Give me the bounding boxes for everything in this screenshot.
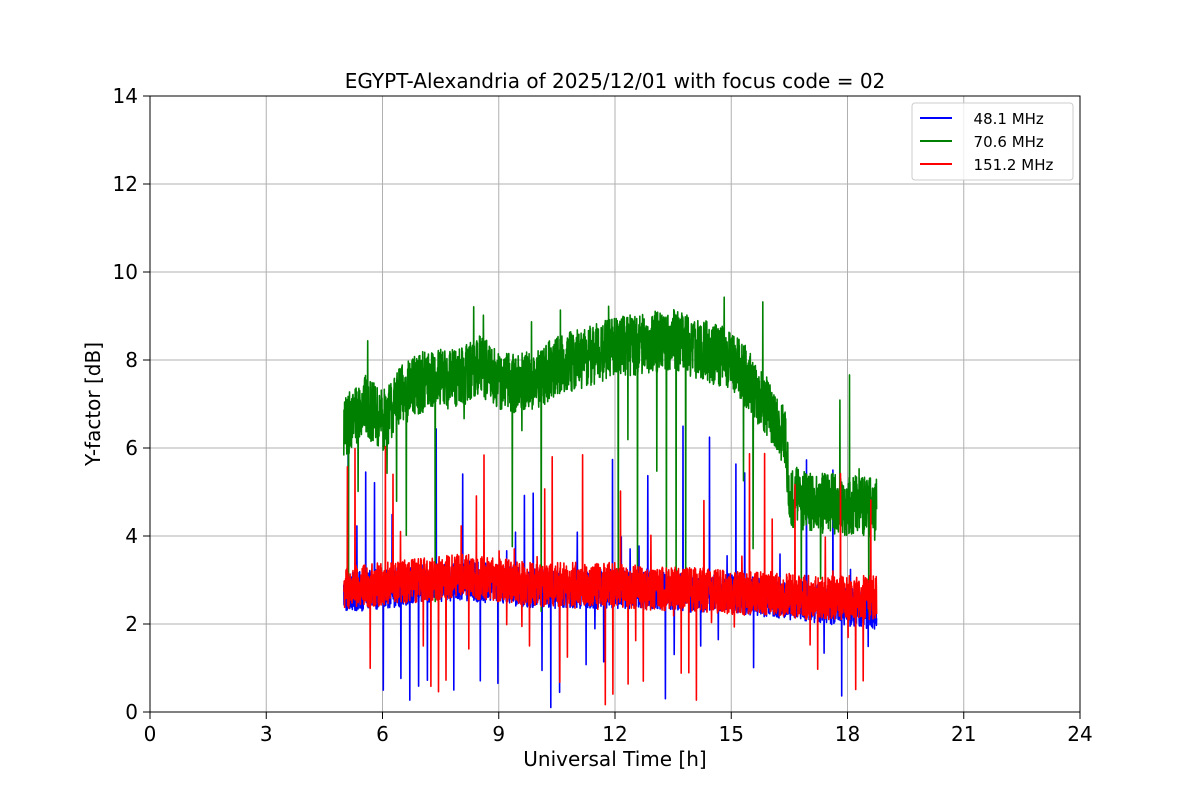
x-tick-label: 12	[602, 722, 627, 746]
x-tick-label: 21	[951, 722, 976, 746]
series-line	[343, 296, 878, 613]
x-tick-label: 9	[492, 722, 505, 746]
x-tick-label: 15	[719, 722, 744, 746]
y-tick-label: 4	[125, 524, 138, 548]
y-tick-label: 8	[125, 348, 138, 372]
x-tick-label: 24	[1067, 722, 1092, 746]
x-axis-label: Universal Time [h]	[523, 747, 706, 771]
y-tick-label: 0	[125, 700, 138, 724]
y-tick-label: 14	[113, 84, 138, 108]
y-tick-label: 2	[125, 612, 138, 636]
x-tick-label: 0	[144, 722, 157, 746]
x-tick-label: 3	[260, 722, 273, 746]
legend-box	[911, 102, 1074, 181]
y-axis: 0 2 4 6 8 10 12 14	[113, 84, 150, 724]
legend: 48.1 MHz 70.6 MHz 151.2 MHz	[911, 102, 1074, 181]
chart-title: EGYPT-Alexandria of 2025/12/01 with focu…	[345, 69, 886, 93]
y-tick-label: 12	[113, 172, 138, 196]
legend-label: 151.2 MHz	[964, 156, 1053, 174]
y-axis-label: Y-factor [dB]	[81, 342, 105, 467]
x-axis: 0 3 6 9 12 15 18 21 24	[144, 712, 1093, 746]
x-tick-label: 18	[835, 722, 860, 746]
grid	[149, 95, 1081, 713]
legend-label: 48.1 MHz	[964, 110, 1044, 128]
legend-label: 70.6 MHz	[964, 133, 1044, 151]
plot-area	[343, 296, 878, 709]
y-tick-label: 6	[125, 436, 138, 460]
series-line	[343, 445, 878, 706]
x-tick-label: 6	[376, 722, 389, 746]
y-tick-label: 10	[113, 260, 138, 284]
